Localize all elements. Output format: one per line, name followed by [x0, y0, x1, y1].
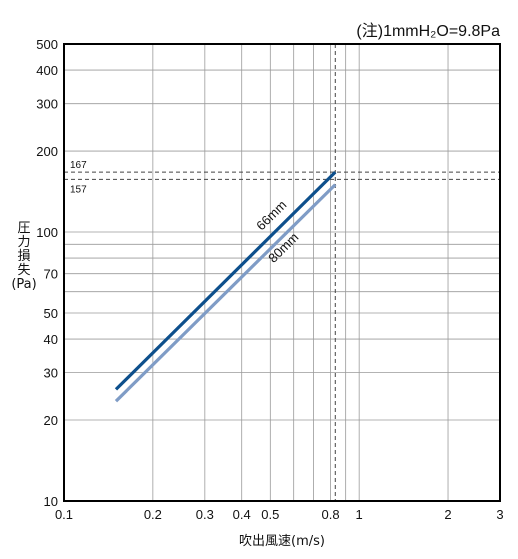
y-tick-label: 400 [36, 63, 58, 78]
y-tick-label: 30 [44, 366, 58, 381]
y-axis-label-part: (Pa) [11, 277, 36, 292]
x-tick-label: 0.1 [55, 507, 73, 522]
x-tick-label: 0.2 [144, 507, 162, 522]
unit-note: (注)1mmH₂O=9.8Pa [356, 22, 500, 40]
y-tick-label: 100 [36, 225, 58, 240]
reference-label-167: 167 [70, 160, 87, 171]
series-line-80mm [114, 183, 337, 403]
y-axis-label-part: 力 [17, 235, 30, 250]
x-tick-label: 0.5 [261, 507, 279, 522]
y-tick-label: 70 [44, 267, 58, 282]
y-axis-label-part: 失 [17, 263, 30, 278]
y-tick-label: 300 [36, 97, 58, 112]
y-tick-label: 20 [44, 413, 58, 428]
y-axis-label-part: 損 [17, 249, 30, 264]
x-axis-label: 吹出風速(m/s) [239, 534, 325, 549]
grid-lines [64, 44, 500, 501]
series-label-66mm: 66mm [253, 197, 289, 233]
x-tick-label: 3 [496, 507, 503, 522]
x-tick-label: 1 [356, 507, 363, 522]
x-tick-label: 0.4 [233, 507, 251, 522]
y-tick-label: 10 [44, 494, 58, 509]
tick-labels: 167 157 10 20 30 40 50 70 100 200 300 400 500 0.1 0.2 0… [36, 37, 503, 522]
y-tick-label: 50 [44, 306, 58, 321]
series-line-66mm [114, 170, 337, 391]
x-tick-label: 0.8 [322, 507, 340, 522]
plot-frame [63, 43, 501, 502]
y-axis-label-part: 圧 [17, 221, 30, 236]
x-tick-label: 2 [444, 507, 451, 522]
reference-lines [64, 44, 500, 501]
y-tick-label: 40 [44, 332, 58, 347]
reference-label-157: 157 [70, 184, 87, 195]
y-tick-label: 200 [36, 144, 58, 159]
y-tick-label: 500 [36, 37, 58, 52]
x-tick-label: 0.3 [196, 507, 214, 522]
